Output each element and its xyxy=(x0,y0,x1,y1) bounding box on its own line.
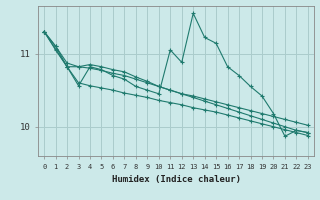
X-axis label: Humidex (Indice chaleur): Humidex (Indice chaleur) xyxy=(111,175,241,184)
